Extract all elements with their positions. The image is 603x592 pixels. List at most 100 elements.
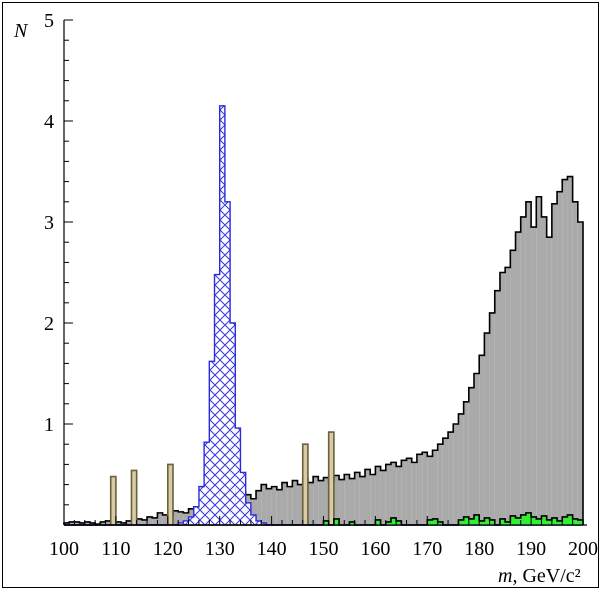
bar-background-gray-95 [557, 191, 563, 525]
bar-background-tan-46 [302, 444, 308, 525]
bar-background-gray-70 [427, 456, 433, 525]
bar-background-gray-2 [74, 521, 80, 525]
bar-background-gray-72 [437, 444, 443, 525]
bar-background-green-90 [531, 516, 537, 525]
bar-background-gray-40 [271, 486, 277, 525]
bar-background-gray-64 [396, 466, 402, 525]
bar-background-tan-13 [131, 470, 137, 525]
axes-layer: 100 110 120 130 140 150 160 170 180 190 200 1 2 3 4 5 [44, 10, 598, 560]
x-tick-label: 160 [360, 538, 390, 560]
bar-background-gray-36 [250, 498, 257, 525]
bar-signal-hatched-30 [219, 105, 225, 525]
bar-signal-hatched-27 [204, 442, 210, 525]
bar-background-gray-55 [349, 478, 355, 525]
bars-layer [63, 105, 584, 526]
bar-background-gray-63 [390, 462, 397, 525]
bar-background-green-86 [510, 515, 516, 525]
bar-signal-hatched-28 [209, 361, 215, 525]
bar-background-green-99 [577, 519, 583, 525]
bar-background-gray-83 [494, 290, 500, 525]
bar-background-gray-67 [411, 462, 417, 525]
x-tick-label: 100 [49, 538, 79, 560]
bar-background-gray-44 [292, 480, 298, 525]
bar-background-green-63 [390, 517, 397, 525]
bar-background-gray-92 [541, 216, 547, 525]
bar-background-gray-22 [178, 511, 184, 525]
bar-background-gray-10 [115, 521, 122, 525]
bar-background-gray-38 [261, 484, 267, 525]
y-tick-label: 3 [44, 212, 54, 234]
bar-background-green-82 [489, 519, 495, 525]
bar-background-gray-12 [126, 520, 132, 525]
y-tick-label: 5 [44, 10, 54, 32]
x-tick-label: 180 [464, 538, 494, 560]
bar-background-green-92 [541, 515, 547, 525]
bar-background-gray-23 [183, 512, 189, 525]
bar-signal-hatched-31 [224, 201, 231, 526]
bar-background-gray-5 [89, 522, 96, 525]
series-outline-background-gray [63, 175, 584, 525]
bar-background-green-71 [432, 518, 438, 525]
bar-background-green-96 [562, 516, 568, 525]
bar-signal-hatched-38 [261, 522, 267, 525]
bar-background-green-79 [474, 514, 480, 525]
bar-background-green-94 [551, 517, 558, 525]
y-axis-label: N [13, 20, 29, 42]
bar-signal-hatched-32 [230, 323, 236, 525]
y-tick-label: 4 [44, 111, 54, 133]
bar-background-gray-90 [531, 227, 537, 526]
bar-background-gray-68 [416, 454, 423, 525]
bar-signal-hatched-37 [256, 520, 262, 525]
bar-signal-hatched-33 [235, 428, 241, 525]
bar-background-tan-51 [328, 432, 334, 525]
bar-background-gray-3 [79, 522, 85, 525]
bar-background-gray-48 [313, 476, 319, 525]
bar-background-green-50 [323, 520, 329, 525]
bar-background-green-78 [468, 518, 475, 525]
bar-background-green-72 [437, 521, 443, 525]
bar-background-gray-98 [572, 201, 578, 526]
bar-background-gray-8 [105, 520, 111, 525]
bar-background-gray-99 [577, 222, 583, 525]
bar-signal-hatched-24 [188, 516, 194, 525]
bar-background-gray-11 [121, 522, 127, 525]
bar-background-gray-96 [562, 179, 568, 525]
bar-background-green-76 [458, 519, 464, 525]
bar-signal-hatched-23 [183, 520, 189, 525]
bar-background-green-70 [427, 519, 433, 525]
bar-signal-hatched-25 [193, 506, 199, 525]
bar-background-gray-49 [318, 480, 324, 525]
bar-signal-hatched-22 [178, 522, 184, 525]
bar-background-green-89 [525, 512, 532, 525]
bar-signal-hatched-29 [214, 274, 220, 525]
bar-background-gray-82 [489, 312, 495, 525]
bar-signal-hatched-36 [250, 514, 257, 525]
bar-background-tan-9 [110, 476, 116, 525]
bar-background-green-95 [557, 520, 563, 525]
bar-background-gray-43 [287, 486, 293, 525]
bar-background-gray-19 [162, 514, 168, 525]
x-tick-label: 110 [101, 538, 130, 560]
bar-background-gray-69 [422, 452, 428, 525]
x-tick-label: 190 [516, 538, 546, 560]
bar-background-gray-59 [370, 474, 376, 525]
bar-background-gray-93 [546, 237, 552, 525]
bar-background-gray-14 [136, 518, 142, 525]
bar-background-green-77 [463, 516, 469, 525]
bar-background-gray-52 [333, 475, 340, 525]
x-tick-label: 120 [153, 538, 183, 560]
bar-background-green-85 [505, 521, 511, 525]
bar-background-gray-1 [69, 521, 75, 525]
bar-background-gray-79 [474, 373, 480, 525]
bar-background-gray-53 [339, 479, 345, 525]
bar-background-green-55 [349, 521, 355, 525]
bar-background-green-84 [499, 518, 506, 525]
bar-background-green-80 [479, 520, 485, 525]
bar-background-gray-71 [432, 450, 438, 525]
bar-background-gray-65 [401, 460, 407, 525]
bar-background-gray-16 [147, 516, 153, 525]
x-tick-label: 150 [309, 538, 339, 560]
bar-background-green-88 [520, 514, 526, 525]
bar-background-gray-62 [385, 464, 391, 525]
